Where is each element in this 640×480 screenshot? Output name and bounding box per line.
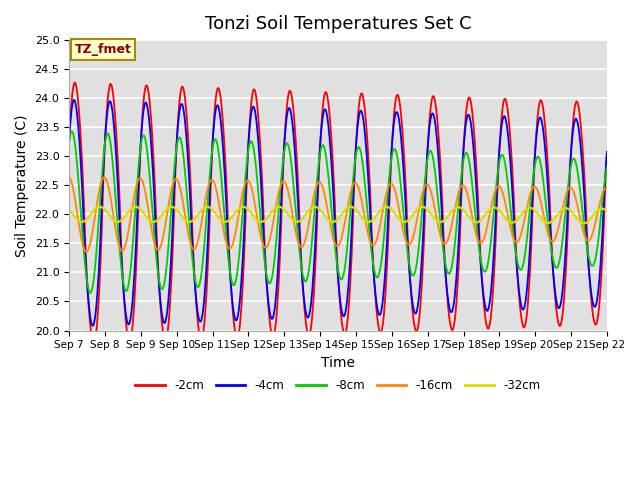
-4cm [422,170,430,176]
-8cm [540,182,548,188]
-32cm [540,218,547,224]
-8cm [422,167,430,173]
-2cm [540,110,548,116]
Line: -8cm: -8cm [69,132,607,293]
-2cm [492,220,500,226]
-4cm [246,124,253,130]
-16cm [422,182,429,188]
-2cm [65,138,73,144]
-4cm [603,149,611,155]
-16cm [172,176,180,182]
Title: Tonzi Soil Temperatures Set C: Tonzi Soil Temperatures Set C [205,15,471,33]
-4cm [65,136,73,142]
-16cm [83,249,90,254]
-2cm [186,158,193,164]
-32cm [422,205,429,211]
X-axis label: Time: Time [321,356,355,370]
-8cm [86,290,94,296]
-16cm [65,174,73,180]
-2cm [603,149,611,155]
-2cm [422,179,430,184]
Line: -16cm: -16cm [69,177,607,252]
-32cm [172,206,179,212]
-16cm [246,179,253,185]
-2cm [246,120,253,126]
-2cm [90,341,98,347]
-8cm [68,129,76,134]
-2cm [71,80,79,85]
-8cm [65,139,73,144]
-8cm [492,182,500,188]
Line: -2cm: -2cm [69,83,607,344]
-8cm [173,146,180,152]
-32cm [419,204,426,210]
-32cm [65,207,73,213]
-16cm [540,211,547,217]
-4cm [540,132,548,138]
-4cm [70,97,78,103]
-32cm [185,219,193,225]
-4cm [89,323,97,329]
Line: -32cm: -32cm [69,207,607,223]
-4cm [492,198,500,204]
-16cm [603,186,611,192]
-8cm [186,224,193,229]
Text: TZ_fmet: TZ_fmet [74,43,131,56]
-32cm [603,209,611,215]
-8cm [246,141,253,147]
Y-axis label: Soil Temperature (C): Soil Temperature (C) [15,114,29,256]
Line: -4cm: -4cm [69,100,607,326]
-4cm [173,143,180,149]
-8cm [603,164,611,169]
Legend: -2cm, -4cm, -8cm, -16cm, -32cm: -2cm, -4cm, -8cm, -16cm, -32cm [131,375,545,397]
-32cm [580,220,588,226]
-16cm [185,235,193,241]
-32cm [492,205,500,211]
-2cm [173,146,180,152]
-16cm [492,186,500,192]
-4cm [186,182,193,188]
-32cm [245,207,253,213]
